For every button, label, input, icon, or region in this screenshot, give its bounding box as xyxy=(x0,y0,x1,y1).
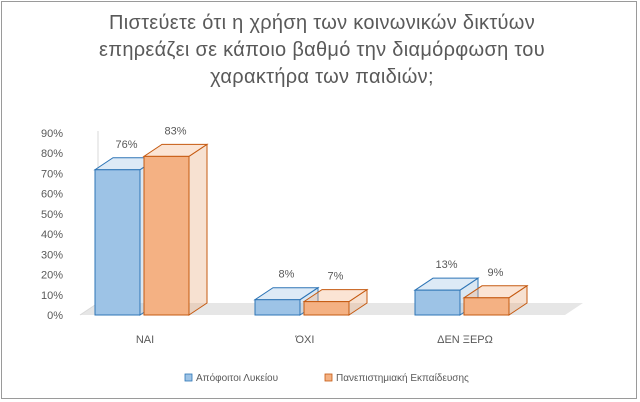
chart-title-line-1: Πιστεύετε ότι η χρήση των κοινωνικών δικ… xyxy=(108,12,536,34)
chart-title: Πιστεύετε ότι η χρήση των κοινωνικών δικ… xyxy=(42,10,602,91)
data-label: 76% xyxy=(115,139,137,151)
bar xyxy=(463,297,510,316)
y-tick-label: 10% xyxy=(41,290,63,302)
bar xyxy=(414,289,461,316)
data-label: 9% xyxy=(488,267,504,279)
legend-swatch xyxy=(184,373,193,382)
category-label: ΔΕΝ ΞΕΡΩ xyxy=(437,334,493,346)
data-label: 83% xyxy=(164,125,186,137)
y-tick-label: 40% xyxy=(41,229,63,241)
legend-label: Απόφοιτοι Λυκείου xyxy=(196,372,278,384)
bar xyxy=(303,301,350,316)
bar xyxy=(254,299,301,316)
y-tick-label: 20% xyxy=(41,270,63,282)
bar xyxy=(143,155,190,316)
chart-title-line-3: χαρακτήρα των παιδιών; xyxy=(210,66,434,88)
legend-label: Πανεπιστημιακή Εκπαίδευσης xyxy=(336,372,469,384)
y-tick-label: 0% xyxy=(47,310,63,322)
y-tick-label: 30% xyxy=(41,249,63,261)
y-tick-label: 90% xyxy=(41,128,63,140)
y-tick-label: 60% xyxy=(41,189,63,201)
y-tick-label: 50% xyxy=(41,209,63,221)
chart-title-line-2: επηρεάζει σε κάποιο βαθμό την διαμόρφωση… xyxy=(99,39,545,61)
bar-side xyxy=(188,143,208,316)
y-tick-label: 80% xyxy=(41,148,63,160)
legend-swatch xyxy=(324,373,333,382)
y-tick-label: 70% xyxy=(41,168,63,180)
category-label: ΌΧΙ xyxy=(295,334,315,346)
bar xyxy=(94,169,141,316)
data-label: 8% xyxy=(279,269,295,281)
category-label: ΝΑΙ xyxy=(136,334,154,346)
data-label: 7% xyxy=(328,271,344,283)
data-label: 13% xyxy=(435,259,457,271)
